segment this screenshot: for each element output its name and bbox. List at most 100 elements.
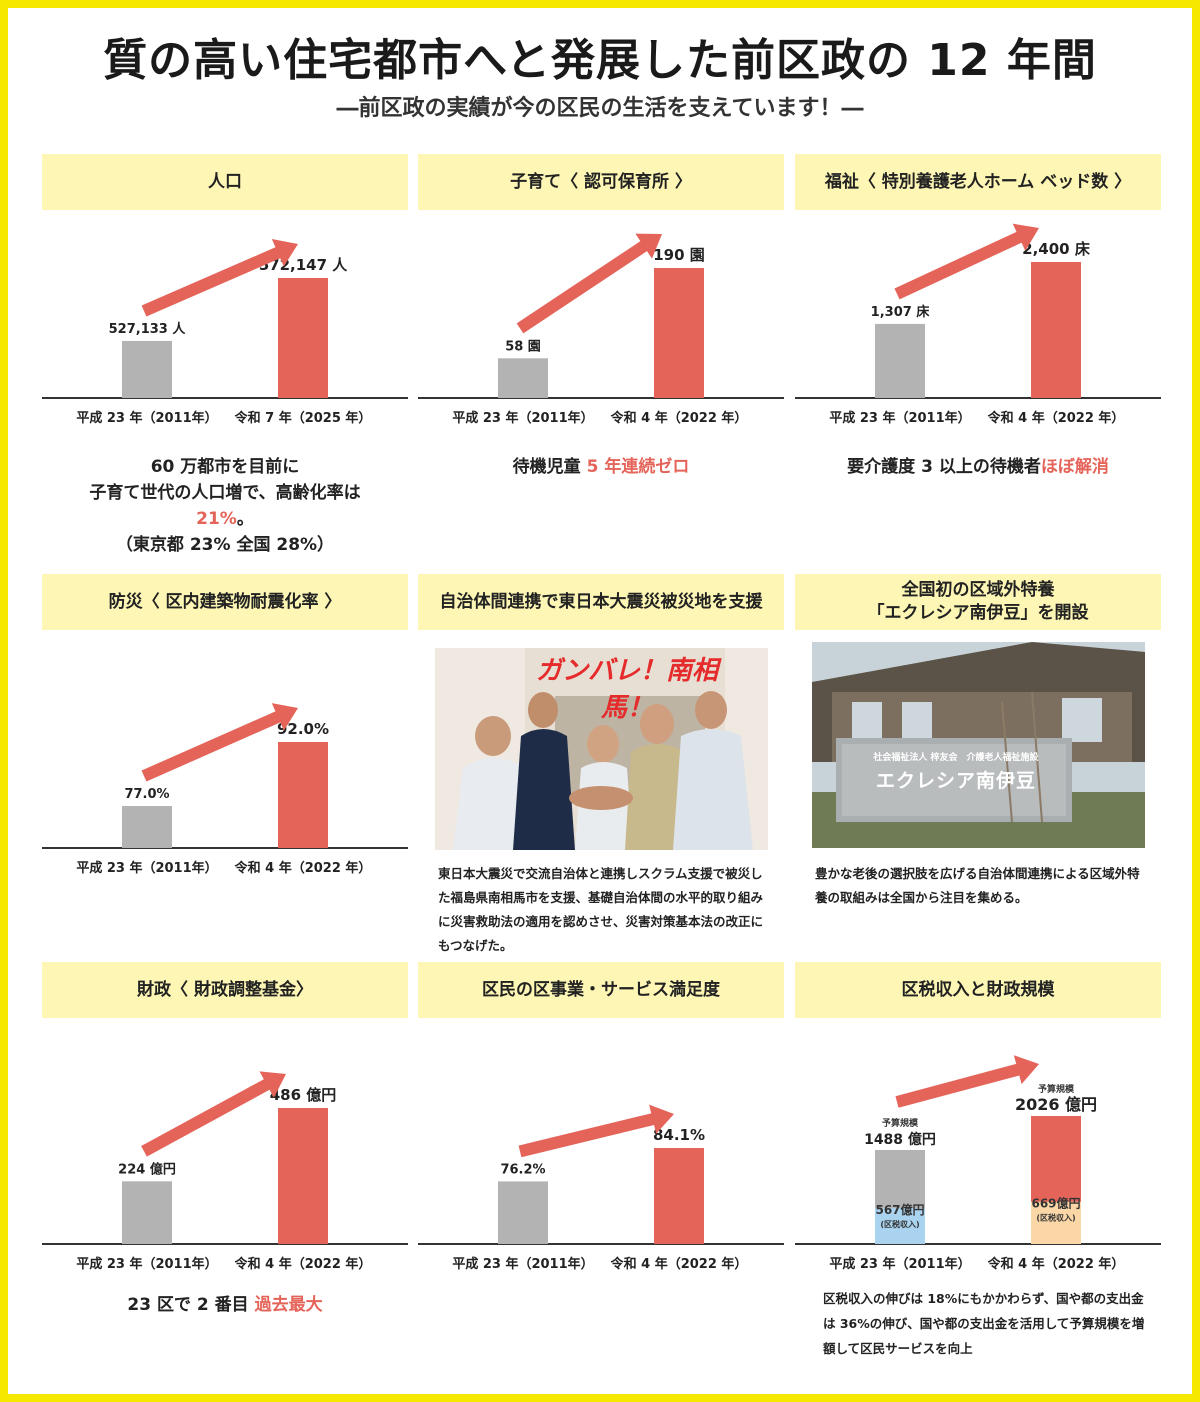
title-line: 全国初の区域外特養: [901, 580, 1055, 601]
tick-label: 令和 4 年（2022 年）: [611, 1256, 748, 1272]
sub-value-label: 669億円: [1031, 1196, 1080, 1211]
bar-after: [278, 278, 328, 398]
panel-support: 自治体間連携で東日本大震災被災地を支援 ガンバレ！南相馬！ 東日本大震災で交流自…: [418, 574, 784, 954]
photo-banner: ガンバレ！南相馬！: [535, 656, 718, 723]
sub-bar: [1031, 1201, 1081, 1244]
handshake-illustration: [435, 648, 768, 850]
page-title: 質の高い住宅都市へと発展した前区政の 12 年間: [103, 35, 1097, 86]
data-label: 1488 億円: [864, 1131, 936, 1148]
sub-note-label: (区税収入): [880, 1219, 919, 1229]
arrow-shape: [516, 233, 663, 334]
arrow-shape: [518, 1104, 674, 1158]
trend-arrow: [895, 1055, 1040, 1108]
bar-before: [875, 323, 925, 398]
support-photo: ガンバレ！南相馬！: [435, 648, 768, 850]
sub-bar: [875, 1208, 925, 1244]
panel-title: 自治体間連携で東日本大震災被災地を支援: [418, 574, 784, 630]
tick-label: 令和 4 年（2022 年）: [235, 860, 372, 876]
data-label: 486 億円: [270, 1086, 337, 1104]
bar-before: [498, 358, 548, 398]
panel-population: 人口 平成 23 年（2011年） 527,133 人令和 7 年（2025 年）…: [42, 154, 408, 564]
data-label: 76.2%: [500, 1162, 545, 1177]
tick-label: 平成 23 年（2011年）: [452, 410, 593, 426]
data-label: 190 園: [653, 246, 705, 264]
tick-label: 令和 4 年（2022 年）: [988, 1256, 1125, 1272]
finance-note: 23 区で 2 番目 過去最大: [42, 1292, 408, 1318]
childcare-note: 待機児童 5 年連続ゼロ: [418, 454, 784, 480]
bar-before: [122, 806, 172, 848]
welfare-chart: 平成 23 年（2011年） 1,307 床令和 4 年（2022 年） 2,400…: [795, 223, 1161, 426]
bar-before: [122, 340, 172, 398]
trend-arrow: [516, 233, 663, 334]
panel-childcare: 子育て〈 認可保育所 〉 平成 23 年（2011年） 58 園令和 4 年（20…: [418, 154, 784, 564]
building-illustration: [812, 642, 1145, 848]
sign-line2: エクレシア南伊豆: [875, 770, 1036, 792]
note-highlight: 5 年連続ゼロ: [586, 457, 690, 477]
welfare-note: 要介護度 3 以上の待機者ほぼ解消: [795, 454, 1161, 480]
tick-label: 平成 23 年（2011年）: [452, 1256, 593, 1272]
data-label: 1,307 床: [871, 304, 931, 320]
bar-after: [278, 1108, 328, 1244]
arrow-shape: [895, 1055, 1040, 1108]
panel-title: 福祉〈 特別養護老人ホーム ベッド数 〉: [795, 154, 1161, 210]
tick-label: 令和 7 年（2025 年）: [235, 410, 372, 426]
tick-label: 平成 23 年（2011年）: [76, 1256, 217, 1272]
bar-after: [1031, 262, 1081, 398]
panel-satisfaction: 区民の区事業・サービス満足度 平成 23 年（2011年） 76.2% 令和 4 年…: [418, 962, 784, 1362]
bar-before: [498, 1181, 548, 1244]
data-label: 224 億円: [118, 1161, 176, 1177]
tick-label: 平成 23 年（2011年）: [76, 410, 217, 426]
panel-welfare: 福祉〈 特別養護老人ホーム ベッド数 〉 平成 23 年（2011年） 1,307…: [795, 154, 1161, 564]
facility-caption: 豊かな老後の選択肢を広げる自治体間連携による区域外特養の取組みは全国から注目を集…: [815, 866, 1140, 905]
panel-disaster: 防災〈 区内建築物耐震化率 〉 平成 23 年（2011年） 77.0% 令和 4 …: [42, 574, 408, 954]
panel-title: 防災〈 区内建築物耐震化率 〉: [42, 574, 408, 630]
bar-after: [654, 1148, 704, 1244]
bar-after: [278, 742, 328, 848]
trend-arrow: [518, 1104, 674, 1158]
panel-title: 人口: [42, 154, 408, 210]
data-label: 527,133 人: [109, 321, 187, 337]
note-text: 待機児童: [512, 457, 587, 477]
arrow-shape: [141, 703, 298, 782]
facility-photo: 社会福祉法人 梓友会 介護老人福祉施設 エクレシア南伊豆: [812, 642, 1145, 848]
panel-title: 区民の区事業・サービス満足度: [418, 962, 784, 1018]
sub-note-label: (区税収入): [1036, 1213, 1075, 1223]
data-label: 572,147 人: [259, 256, 349, 274]
trend-arrow: [141, 703, 298, 782]
tick-label: 令和 4 年（2022 年）: [611, 410, 748, 426]
page-subtitle: ―前区政の実績が今の区民の生活を支えています！―: [336, 96, 864, 121]
panel-title: 財政〈 財政調整基金〉: [42, 962, 408, 1018]
note-highlight: 過去最大: [254, 1295, 323, 1315]
childcare-chart: 平成 23 年（2011年） 58 園令和 4 年（2022 年） 190 園: [418, 233, 784, 426]
sign-line1: 社会福祉法人 梓友会 介護老人福祉施設: [873, 753, 1039, 763]
satisfaction-chart: 平成 23 年（2011年） 76.2% 令和 4 年（2022 年） 84.1%: [418, 1104, 784, 1272]
panel-title: 区税収入と財政規模: [795, 962, 1161, 1018]
panel-facility: 全国初の区域外特養 「エクレシア南伊豆」を開設 社会福祉法人 梓友会 介護老人福…: [795, 574, 1161, 954]
data-label: 2,400 床: [1022, 240, 1091, 258]
tick-label: 平成 23 年（2011年）: [829, 1256, 970, 1272]
panel-title: 子育て〈 認可保育所 〉: [418, 154, 784, 210]
note-line: 60 万都市を目前に: [150, 457, 300, 477]
arrow-shape: [894, 223, 1040, 300]
support-caption: 東日本大震災で交流自治体と連携しスクラム支援で被災した福島県南相馬市を支援、基礎…: [438, 866, 764, 953]
title-line: 「エクレシア南伊豆」を開設: [867, 603, 1089, 623]
note-line: （東京都 23% 全国 28%）: [115, 535, 335, 555]
trend-arrow: [141, 239, 299, 317]
arrow-shape: [141, 1071, 287, 1157]
arrow-shape: [141, 239, 299, 317]
top-label: 予算規模: [882, 1117, 919, 1129]
bar-before: [122, 1181, 172, 1244]
panel-title: 全国初の区域外特養 「エクレシア南伊豆」を開設: [795, 574, 1161, 630]
population-chart: 平成 23 年（2011年） 527,133 人令和 7 年（2025 年） 572…: [42, 239, 408, 426]
tick-label: 令和 4 年（2022 年）: [988, 410, 1125, 426]
panel-tax: 区税収入と財政規模 平成 23 年（2011年） 567億円 (区税収入) 予算規模 1…: [795, 962, 1161, 1382]
trend-arrow: [894, 223, 1040, 300]
sub-value-label: 567億円: [875, 1202, 924, 1217]
note-highlight: ほぼ解消: [1040, 457, 1109, 477]
data-label: 84.1%: [653, 1126, 705, 1144]
tick-label: 令和 4 年（2022 年）: [235, 1256, 372, 1272]
note-highlight: 21%: [196, 509, 237, 529]
data-label: 92.0%: [277, 720, 329, 738]
